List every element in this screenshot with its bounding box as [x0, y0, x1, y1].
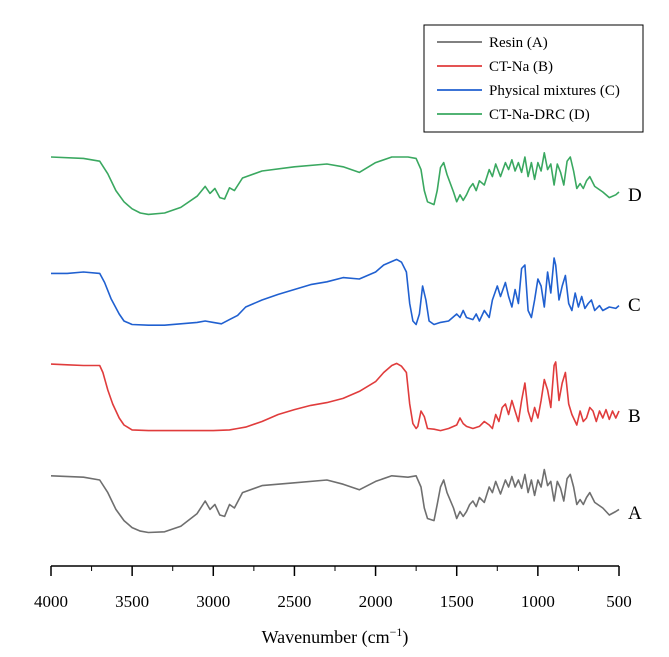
legend: Resin (A) CT-Na (B) Physical mixtures (C) C…	[423, 24, 644, 133]
x-tick-label: 2500	[277, 592, 311, 611]
curve-labels: A B C D	[628, 185, 642, 524]
series-line-b	[50, 361, 620, 432]
curve-label-d: D	[628, 185, 642, 206]
spectra-curves	[50, 152, 620, 534]
x-axis-title-superscript: −1	[390, 625, 403, 639]
x-axis-title: Wavenumber (cm−1)	[262, 625, 409, 648]
curve-label-c: C	[628, 295, 641, 316]
legend-label: CT-Na (B)	[489, 59, 553, 75]
series-line-c	[51, 257, 620, 327]
x-tick-label: 3500	[115, 592, 149, 611]
legend-label: Physical mixtures (C)	[489, 83, 620, 99]
legend-label: CT-Na-DRC (D)	[489, 107, 590, 123]
curve-label-b: B	[628, 406, 641, 427]
x-tick-label: 2000	[359, 592, 393, 611]
curve-label-a: A	[628, 503, 642, 524]
x-tick-label: 500	[606, 592, 632, 611]
x-axis-title-close: )	[402, 627, 408, 648]
x-tick-label: 4000	[34, 592, 68, 611]
series-line-a	[50, 468, 620, 534]
x-tick-label: 1000	[521, 592, 555, 611]
series-line-d	[50, 152, 620, 216]
x-axis: 4000 3500 3000 2500 2000 1500 1000 500 Wavenumb…	[34, 565, 632, 648]
legend-label: Resin (A)	[489, 35, 548, 51]
x-ticks: 4000 3500 3000 2500 2000 1500 1000 500	[34, 566, 632, 611]
legend-items: Resin (A) CT-Na (B) Physical mixtures (C) C…	[437, 35, 620, 123]
x-tick-label: 1500	[440, 592, 474, 611]
x-tick-label: 3000	[196, 592, 230, 611]
